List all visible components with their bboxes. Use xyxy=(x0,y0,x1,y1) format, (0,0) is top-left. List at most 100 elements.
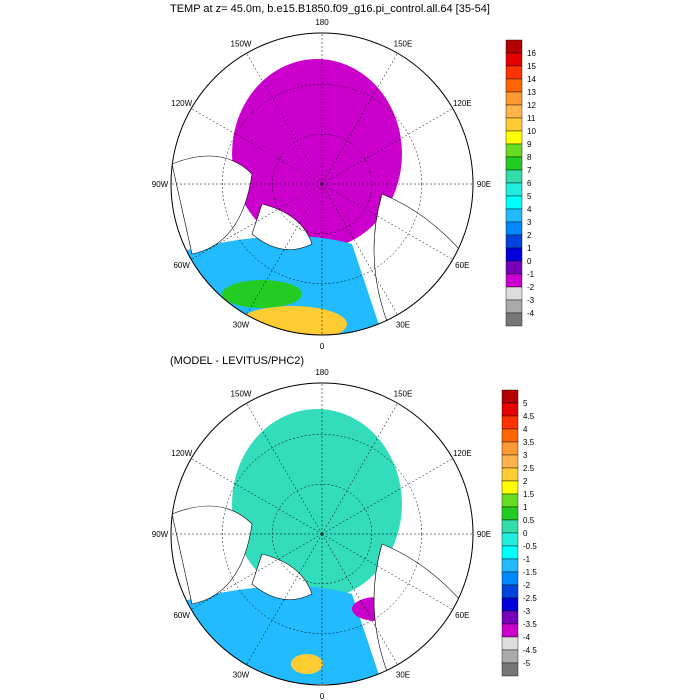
longitude-label-nw: 150W xyxy=(231,390,252,399)
longitude-label-w: 90W xyxy=(152,180,169,189)
landmass-2 xyxy=(251,203,313,250)
warm-anomaly-patch xyxy=(291,654,323,674)
meridian-line xyxy=(191,458,323,535)
colorbar-swatch xyxy=(501,493,519,508)
colorbar-label: 3 xyxy=(523,451,528,460)
longitude-label-ne: 150E xyxy=(394,390,413,399)
longitude-label-sw: 30W xyxy=(233,670,250,679)
colorbar-swatch xyxy=(505,247,523,262)
meridian-line xyxy=(246,533,323,665)
mid-water-patch xyxy=(222,280,302,308)
meridian-line xyxy=(321,458,453,535)
colorbar-swatch xyxy=(505,104,523,119)
colorbar-label: 1.5 xyxy=(523,490,535,499)
longitude-label-e: 90E xyxy=(477,180,491,189)
colorbar-swatch xyxy=(501,389,519,404)
colorbar-swatch xyxy=(501,454,519,469)
colorbar-swatch xyxy=(501,649,519,664)
longitude-label-wsw: 60W xyxy=(173,261,190,270)
colorbar-swatch xyxy=(501,545,519,560)
colorbar-swatch xyxy=(505,195,523,210)
meridian-line xyxy=(191,533,323,610)
landmass-0 xyxy=(171,505,253,605)
colorbar-label: 2 xyxy=(523,477,528,486)
meridian-line xyxy=(321,533,453,610)
longitude-label-e: 90E xyxy=(477,530,491,539)
colorbar-swatch xyxy=(501,623,519,638)
longitude-label-nw: 150W xyxy=(231,40,252,49)
longitude-label-wnw: 120W xyxy=(171,449,192,458)
colorbar-swatch xyxy=(505,91,523,106)
colorbar-label: -2 xyxy=(527,283,535,292)
colorbar-swatch xyxy=(501,584,519,599)
colorbar-swatch xyxy=(501,402,519,417)
colorbar-swatch xyxy=(505,221,523,236)
meridian-line xyxy=(321,403,398,535)
longitude-label-ne: 150E xyxy=(394,40,413,49)
meridian-line xyxy=(191,108,323,185)
colorbar-label: -2 xyxy=(523,581,531,590)
colorbar-label: 10 xyxy=(527,127,536,136)
longitude-label-ene: 120E xyxy=(453,449,472,458)
colorbar-label: 1 xyxy=(523,503,528,512)
colorbar-swatch xyxy=(505,130,523,145)
arctic-ocean-field xyxy=(232,409,402,599)
colorbar-swatch xyxy=(501,415,519,430)
map-area xyxy=(171,33,473,335)
colorbar-swatch xyxy=(501,558,519,573)
colorbar-swatch xyxy=(501,636,519,651)
meridian-line xyxy=(321,183,453,260)
longitude-label-wsw: 60W xyxy=(173,611,190,620)
map-panel-0: 180150E120E90E60E30E030W60W90W120W150W16… xyxy=(152,18,537,351)
colorbar-swatch xyxy=(505,52,523,67)
colorbar-swatch xyxy=(505,117,523,132)
colorbar-swatch xyxy=(505,234,523,249)
colorbar-swatch xyxy=(505,143,523,158)
colorbar-label: 16 xyxy=(527,49,536,58)
colorbar-swatch xyxy=(501,597,519,612)
colorbar-label: -2.5 xyxy=(523,594,537,603)
map-panel-1: 180 150E 120E 90E 60E 30E 0 30W 60W 90W 120W 150W 5 4… xyxy=(152,368,538,700)
colorbar-swatch xyxy=(505,299,523,314)
colorbar-label: -1 xyxy=(523,555,531,564)
colorbar-swatch xyxy=(501,532,519,547)
colorbar-label: 9 xyxy=(527,140,532,149)
colorbar-label: 4.5 xyxy=(523,412,535,421)
meridian-line xyxy=(321,108,453,185)
colorbar-label: 1 xyxy=(527,244,532,253)
meridian-line xyxy=(321,53,398,185)
colorbar-label: 4 xyxy=(523,425,528,434)
colorbar-swatch xyxy=(501,662,519,677)
colorbar-swatch xyxy=(505,169,523,184)
colorbar-label: 15 xyxy=(527,62,536,71)
colorbar-label: 8 xyxy=(527,153,532,162)
top-panel-title: TEMP at z= 45.0m, b.e15.B1850.f09_g16.pi… xyxy=(170,3,490,15)
colorbar-swatch xyxy=(501,480,519,495)
landmass-2 xyxy=(251,553,313,600)
colorbar-label: 0.5 xyxy=(523,516,535,525)
colorbar-label: -3 xyxy=(523,607,531,616)
bottom-panel-title: (MODEL - LEVITUS/PHC2) xyxy=(170,355,305,367)
colorbar-swatch xyxy=(505,312,523,327)
colorbar-label: 13 xyxy=(527,88,536,97)
meridian-line xyxy=(246,403,323,535)
colorbar-swatch xyxy=(501,506,519,521)
colorbar-label: 12 xyxy=(527,101,536,110)
colorbar-label: 5 xyxy=(523,399,528,408)
colorbar-swatch xyxy=(505,156,523,171)
meridian-line xyxy=(191,183,323,260)
parallel-circle xyxy=(222,84,422,284)
colorbar-swatch xyxy=(501,610,519,625)
longitude-label-w: 90W xyxy=(152,530,169,539)
colorbar-swatch xyxy=(505,39,523,54)
longitude-label-bottom: 0 xyxy=(320,342,325,351)
colorbar-swatch xyxy=(501,428,519,443)
colorbar-label: -5 xyxy=(523,659,531,668)
colorbar-label: 0 xyxy=(527,257,532,266)
colorbar-label: 2.5 xyxy=(523,464,535,473)
colorbar-swatch xyxy=(505,286,523,301)
colorbar-label: 6 xyxy=(527,179,532,188)
longitude-label-wnw: 120W xyxy=(171,99,192,108)
parallel-circle xyxy=(222,434,422,634)
